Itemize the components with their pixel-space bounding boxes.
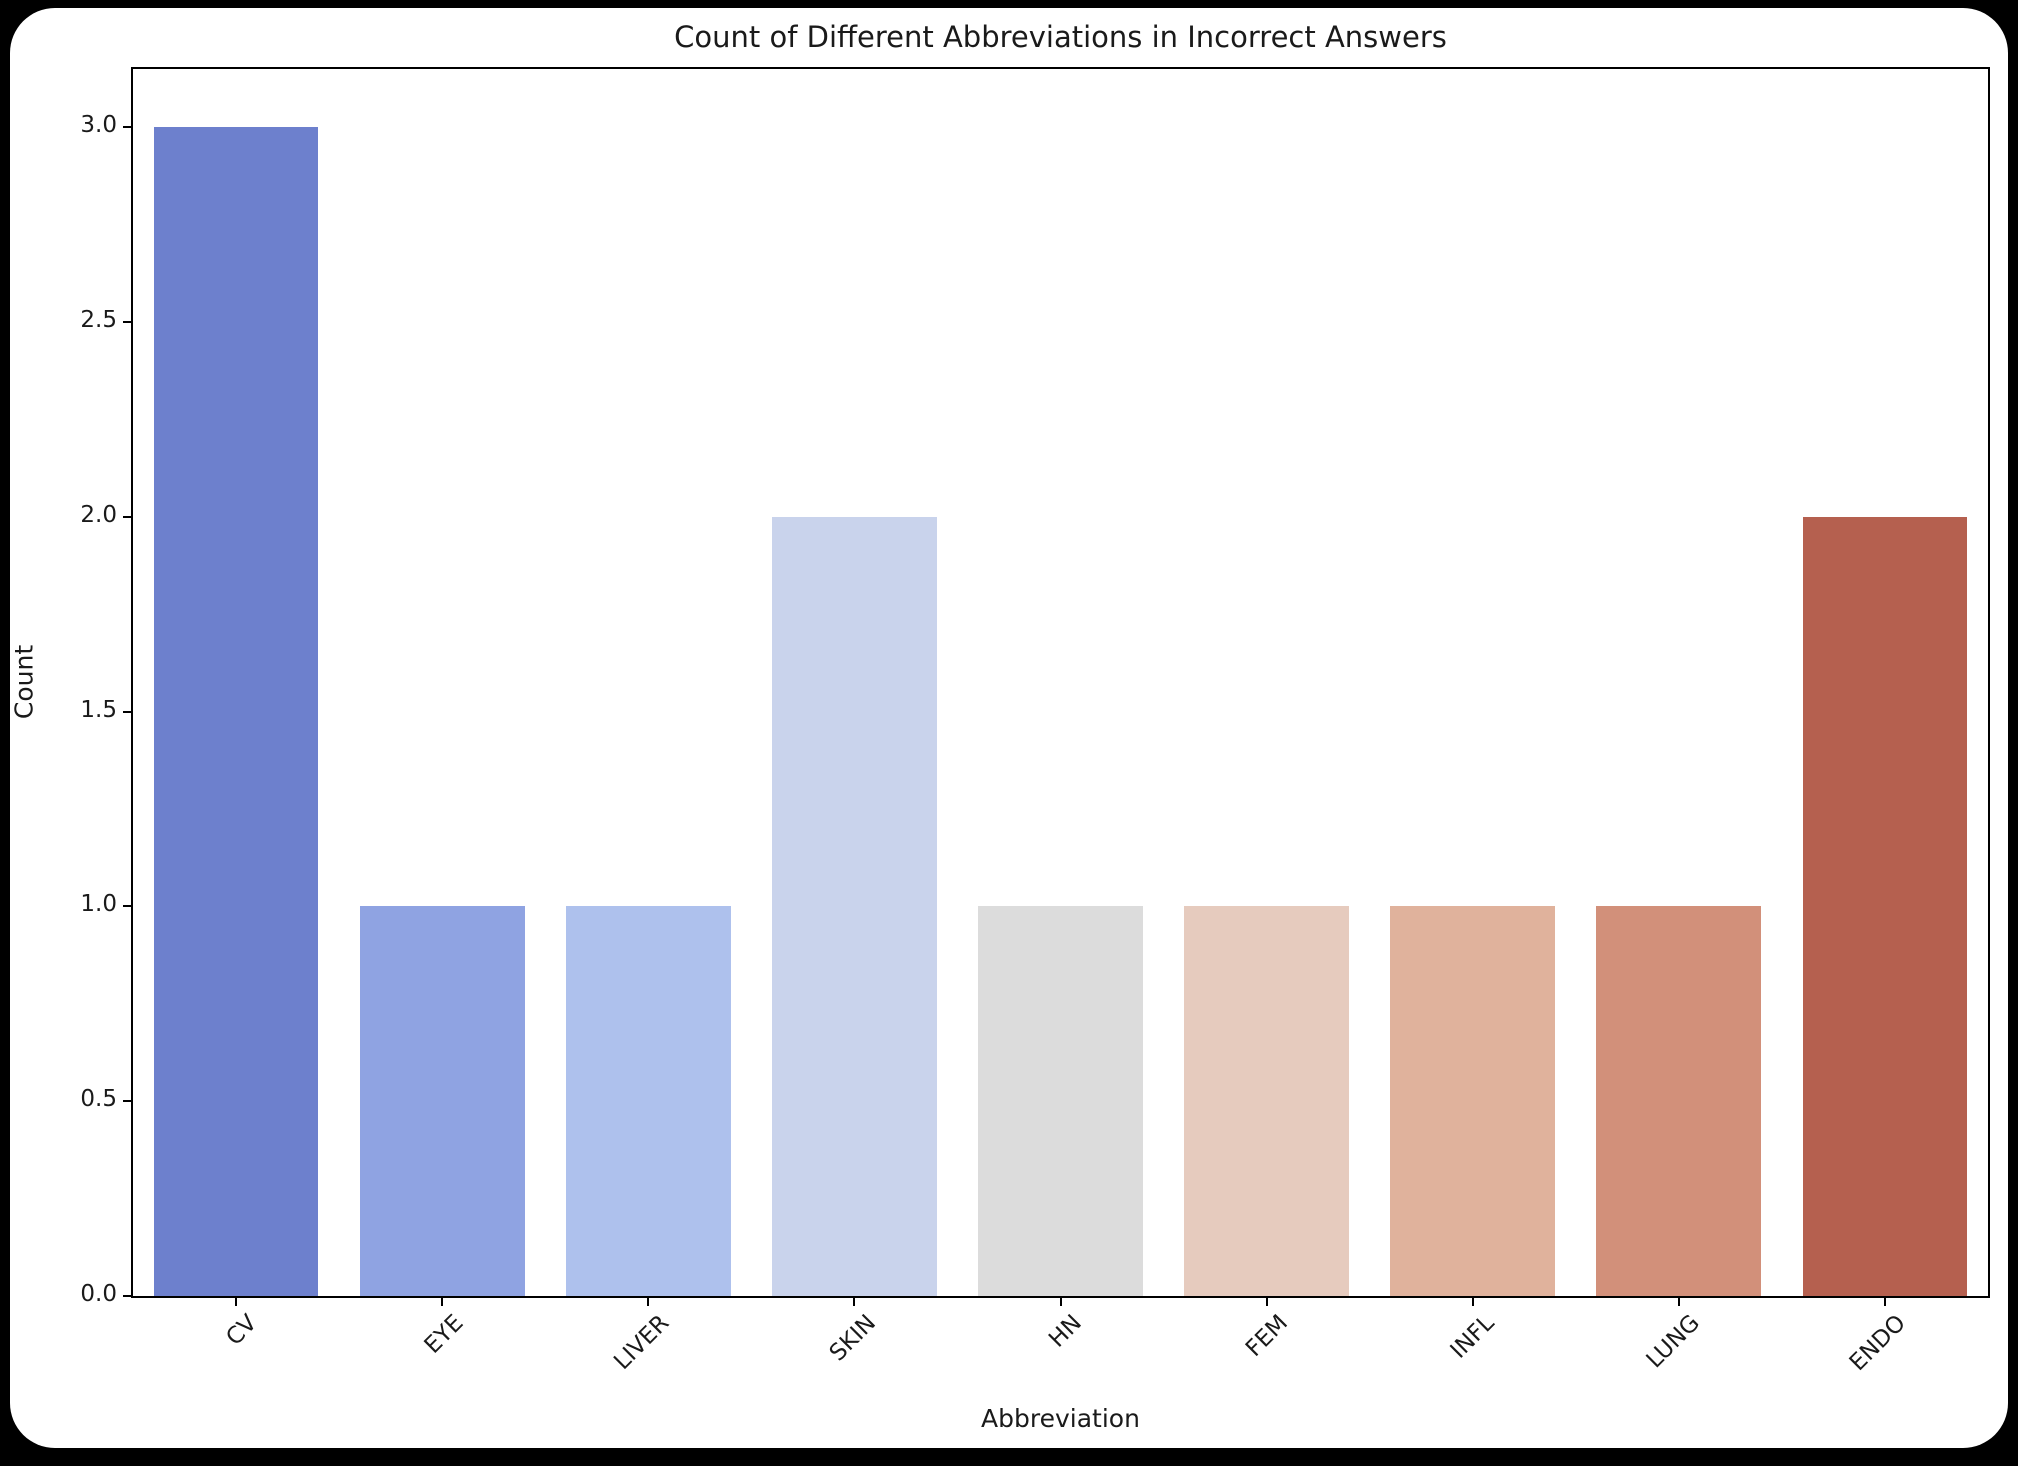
- y-tick-mark: [123, 905, 131, 908]
- bar-liver: [565, 906, 731, 1296]
- y-tick-label: 0.5: [80, 1086, 117, 1113]
- y-tick-mark: [123, 1295, 131, 1297]
- y-tick-label: 2.0: [80, 501, 117, 528]
- y-tick-label: 1.0: [80, 891, 117, 918]
- y-tick-label: 0.0: [80, 1281, 117, 1307]
- x-axis-label: Abbreviation: [981, 1404, 1140, 1433]
- y-tick-mark: [123, 710, 131, 713]
- x-tick-mark: [853, 1298, 856, 1306]
- plot-area: 0.0 0.5 1.0 1.5 2.0 2.5 3.0 CV EYE LIVER SKIN HN FEM…: [80, 67, 1990, 1376]
- x-tick-mark: [441, 1298, 444, 1306]
- x-tick-mark: [1059, 1298, 1062, 1306]
- bar-endo: [1802, 516, 1968, 1296]
- x-tick-mark: [1265, 1298, 1268, 1306]
- y-axis-label: Count: [9, 644, 39, 720]
- bar-fem: [1184, 906, 1350, 1296]
- x-tick-label: FEM: [1240, 1310, 1293, 1363]
- x-tick-label: ENDO: [1845, 1310, 1912, 1377]
- bar-infl: [1390, 906, 1556, 1296]
- y-tick-mark: [123, 321, 131, 324]
- bar-cv: [153, 127, 319, 1296]
- bar-hn: [978, 906, 1143, 1296]
- x-tick-label: SKIN: [824, 1310, 881, 1367]
- bar-skin: [771, 516, 937, 1296]
- x-tick-mark: [1883, 1298, 1886, 1306]
- chart-title: Count of Different Abbreviations in Inco…: [674, 20, 1447, 54]
- bar-eye: [359, 906, 525, 1296]
- x-tick-label: LUNG: [1641, 1310, 1706, 1374]
- x-tick-mark: [647, 1298, 650, 1306]
- x-tick-mark: [235, 1298, 238, 1306]
- y-tick-mark: [123, 126, 131, 129]
- y-tick-mark: [123, 515, 131, 518]
- bar-lung: [1596, 906, 1762, 1296]
- chart-figure: Count of Different Abbreviations in Inco…: [10, 8, 2008, 1448]
- y-tick-mark: [123, 1100, 131, 1103]
- x-tick-mark: [1677, 1298, 1680, 1306]
- x-tick-label: LIVER: [609, 1310, 675, 1375]
- y-tick-label: 1.5: [80, 696, 117, 723]
- x-tick-label: INFL: [1445, 1310, 1500, 1364]
- x-tick-mark: [1471, 1298, 1474, 1306]
- x-tick-label: HN: [1044, 1310, 1087, 1353]
- y-tick-label: 3.0: [80, 112, 117, 139]
- x-tick-label: EYE: [419, 1310, 469, 1359]
- x-tick-label: CV: [221, 1310, 263, 1351]
- y-tick-label: 2.5: [80, 307, 117, 334]
